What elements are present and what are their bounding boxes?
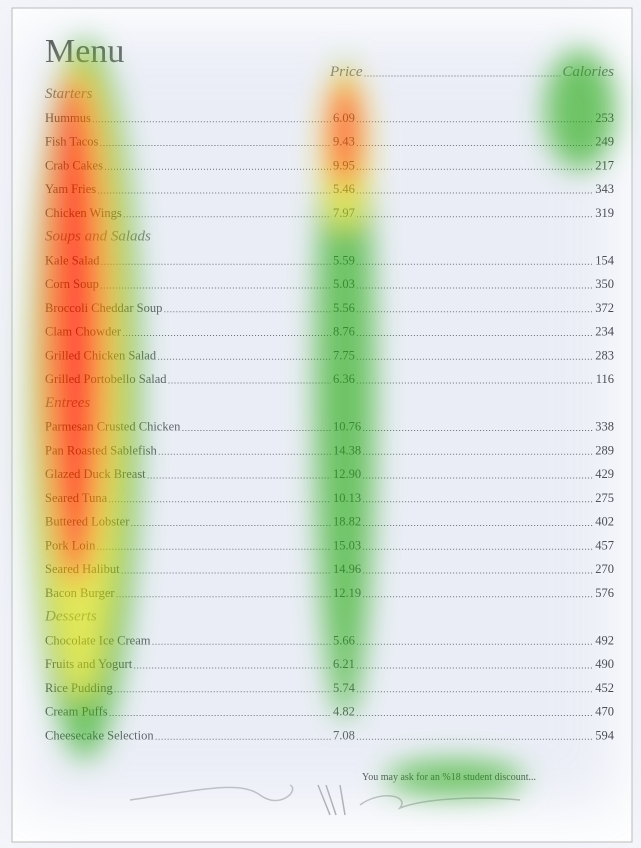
item-price: 5.59: [333, 253, 355, 267]
item-name: Pork Loin: [45, 538, 96, 552]
item-calories: 217: [595, 158, 614, 172]
item-name: Corn Soup: [45, 277, 99, 291]
item-price: 14.38: [333, 443, 361, 457]
item-price: 5.46: [333, 182, 355, 196]
item-price: 8.76: [333, 325, 355, 339]
item-calories: 343: [595, 182, 614, 196]
item-price: 9.95: [333, 158, 355, 172]
section-heading: Starters: [45, 86, 93, 102]
item-price: 6.09: [333, 111, 355, 125]
item-price: 7.75: [333, 348, 355, 362]
item-price: 5.56: [333, 301, 355, 315]
item-calories: 492: [595, 633, 614, 647]
item-calories: 249: [595, 135, 614, 149]
item-price: 5.03: [333, 277, 355, 291]
section-heading: Desserts: [44, 609, 97, 625]
price-header: Price: [329, 64, 363, 80]
item-price: 14.96: [333, 562, 361, 576]
item-name: Seared Halibut: [45, 562, 120, 576]
item-name: Seared Tuna: [45, 491, 108, 505]
item-name: Parmesan Crusted Chicken: [45, 420, 181, 434]
discount-note: You may ask for an %18 student discount.…: [362, 772, 536, 783]
item-name: Kale Salad: [45, 253, 100, 267]
item-calories: 452: [595, 681, 614, 695]
item-calories: 594: [595, 728, 615, 742]
item-calories: 234: [595, 325, 615, 339]
item-name: Yam Fries: [45, 182, 96, 196]
item-price: 6.36: [333, 372, 355, 386]
item-name: Crab Cakes: [45, 158, 103, 172]
item-calories: 490: [595, 657, 614, 671]
item-price: 10.76: [333, 420, 361, 434]
item-name: Fruits and Yogurt: [45, 657, 133, 671]
item-name: Grilled Chicken Salad: [45, 348, 157, 362]
section-heading: Soups and Salads: [45, 229, 151, 245]
item-price: 18.82: [333, 515, 361, 529]
item-price: 12.90: [333, 467, 361, 481]
item-name: Fish Tacos: [45, 135, 99, 149]
item-calories: 429: [595, 467, 614, 481]
item-name: Bacon Burger: [45, 586, 115, 600]
item-price: 6.21: [333, 657, 355, 671]
item-calories: 372: [595, 301, 614, 315]
item-name: Broccoli Cheddar Soup: [45, 301, 162, 315]
item-calories: 319: [595, 206, 614, 220]
item-name: Cheesecake Selection: [45, 728, 154, 742]
item-price: 5.66: [333, 633, 355, 647]
item-name: Glazed Duck Breast: [45, 467, 146, 481]
item-calories: 154: [595, 253, 615, 267]
menu-title: Menu: [45, 33, 124, 70]
item-calories: 576: [595, 586, 614, 600]
item-calories: 116: [596, 372, 614, 386]
item-name: Buttered Lobster: [45, 515, 130, 529]
item-name: Grilled Portobello Salad: [45, 372, 167, 386]
item-name: Rice Pudding: [45, 681, 113, 695]
item-name: Hummus: [45, 111, 91, 125]
item-calories: 350: [595, 277, 614, 291]
item-name: Pan Roasted Sablefish: [45, 443, 158, 457]
item-price: 9.43: [333, 135, 355, 149]
item-calories: 402: [595, 515, 614, 529]
item-price: 10.13: [333, 491, 361, 505]
item-name: Clam Chowder: [45, 325, 122, 339]
item-calories: 457: [595, 538, 614, 552]
calories-header: Calories: [562, 64, 614, 80]
item-price: 4.82: [333, 705, 355, 719]
item-name: Cream Puffs: [45, 705, 108, 719]
item-calories: 470: [595, 705, 614, 719]
item-calories: 275: [595, 491, 614, 505]
item-calories: 338: [595, 420, 614, 434]
section-heading: Entrees: [44, 395, 90, 411]
item-price: 5.74: [333, 681, 356, 695]
item-price: 15.03: [333, 538, 361, 552]
item-name: Chocolate Ice Cream: [45, 633, 151, 647]
item-name: Chicken Wings: [45, 206, 122, 220]
item-calories: 289: [595, 443, 614, 457]
item-price: 7.97: [333, 206, 355, 220]
item-price: 12.19: [333, 586, 361, 600]
item-price: 7.08: [333, 728, 355, 742]
item-calories: 270: [595, 562, 614, 576]
item-calories: 283: [595, 348, 614, 362]
item-calories: 253: [595, 111, 614, 125]
